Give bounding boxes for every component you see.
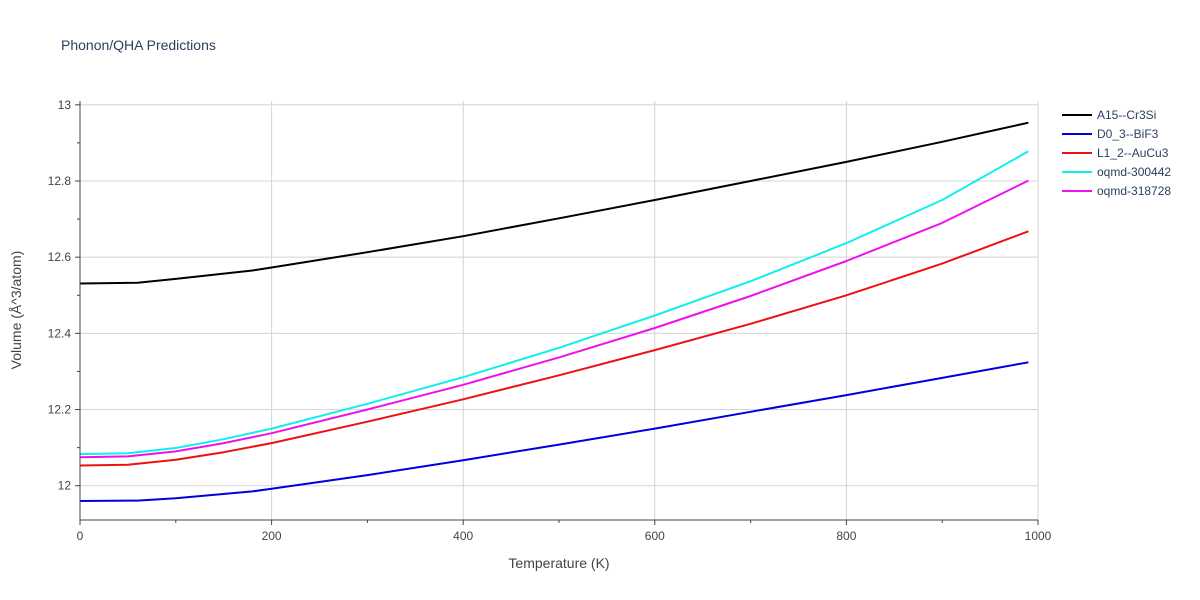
legend-label: L1_2--AuCu3 bbox=[1097, 146, 1169, 160]
legend-label: oqmd-300442 bbox=[1097, 165, 1171, 179]
x-tick-label: 200 bbox=[262, 529, 282, 543]
series-line-1 bbox=[79, 361, 1029, 502]
x-tick-labels: 0 200 400 600 800 1000 bbox=[77, 529, 1052, 543]
series-line-3 bbox=[79, 150, 1029, 456]
x-axis-label: Temperature (K) bbox=[508, 555, 609, 571]
axes bbox=[75, 101, 1039, 525]
legend-item[interactable]: oqmd-318728 bbox=[1062, 184, 1171, 198]
legend-label: D0_3--BiF3 bbox=[1097, 127, 1159, 141]
x-tick-label: 800 bbox=[836, 529, 856, 543]
legend-item[interactable]: A15--Cr3Si bbox=[1062, 108, 1156, 122]
grid bbox=[80, 101, 1039, 520]
y-tick-label: 12 bbox=[58, 479, 72, 493]
legend-item[interactable]: oqmd-300442 bbox=[1062, 165, 1171, 179]
x-tick-label: 400 bbox=[453, 529, 473, 543]
legend[interactable]: A15--Cr3Si D0_3--BiF3 L1_2--AuCu3 oqmd-3004… bbox=[1062, 108, 1171, 198]
series-line-0 bbox=[79, 121, 1029, 285]
y-tick-label: 12.8 bbox=[48, 174, 72, 188]
y-tick-label: 13 bbox=[58, 98, 72, 112]
series-lines bbox=[79, 121, 1029, 502]
y-tick-label: 12.4 bbox=[48, 326, 72, 340]
legend-label: oqmd-318728 bbox=[1097, 184, 1171, 198]
y-tick-labels: 12 12.2 12.4 12.6 12.8 13 bbox=[48, 98, 72, 493]
x-tick-label: 0 bbox=[77, 529, 84, 543]
chart-title: Phonon/QHA Predictions bbox=[61, 37, 216, 53]
y-axis-label: Volume (Å^3/atom) bbox=[8, 251, 24, 370]
y-tick-label: 12.6 bbox=[48, 250, 72, 264]
legend-item[interactable]: L1_2--AuCu3 bbox=[1062, 146, 1169, 160]
series-line-4 bbox=[79, 179, 1029, 459]
x-tick-label: 600 bbox=[645, 529, 665, 543]
series-line-2 bbox=[79, 230, 1029, 467]
legend-item[interactable]: D0_3--BiF3 bbox=[1062, 127, 1159, 141]
x-tick-label: 1000 bbox=[1025, 529, 1052, 543]
y-tick-label: 12.2 bbox=[48, 403, 72, 417]
legend-label: A15--Cr3Si bbox=[1097, 108, 1156, 122]
